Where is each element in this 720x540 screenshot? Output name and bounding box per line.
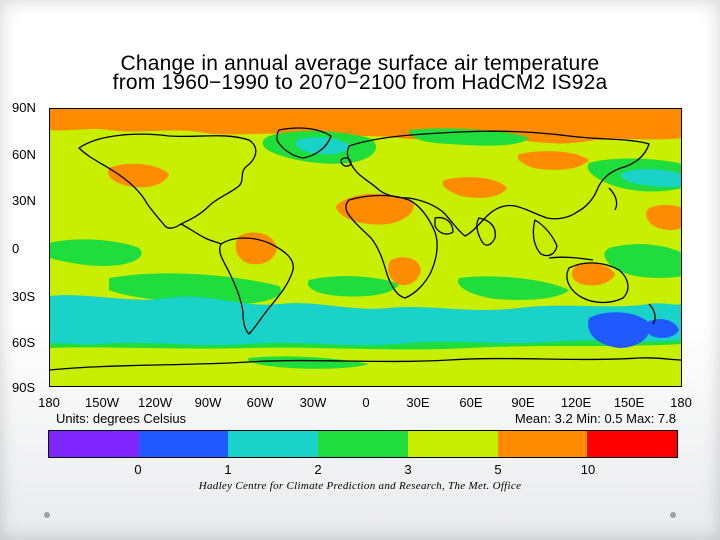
green-region-west-pacific	[604, 244, 682, 278]
green-region-south-atlantic	[307, 276, 399, 297]
legend-swatch-2	[228, 431, 319, 457]
coastline-greenland	[276, 127, 332, 159]
orange-region-sahara-middle-east	[336, 193, 414, 225]
lat-label-90n: 90N	[12, 100, 36, 115]
slide-bullet-left	[44, 512, 50, 518]
orange-region-australia	[571, 263, 615, 286]
coastline-north-america	[78, 133, 257, 229]
color-legend-bar	[48, 430, 678, 458]
map-title-line-1: Change in annual average surface air tem…	[120, 52, 600, 75]
lon-label-180e: 180	[670, 395, 692, 410]
blue-region-ross-sea	[588, 312, 650, 348]
lat-label-90s: 90S	[12, 380, 36, 395]
orange-region-central-asia	[442, 177, 507, 198]
coastlines	[49, 127, 682, 371]
lon-label-30w: 30W	[299, 395, 327, 410]
legend-swatch-6	[587, 431, 678, 457]
cyan-region-north-pacific	[621, 168, 682, 187]
lat-label-0: 0	[12, 241, 20, 256]
southern-ocean-cyan-band	[49, 295, 682, 346]
legend-swatch-1	[138, 431, 229, 457]
orange-region-southern-africa	[388, 257, 421, 286]
legend-tick-5: 5	[494, 462, 502, 477]
credit-line: Hadley Centre for Climate Prediction and…	[198, 480, 522, 492]
lon-label-150e: 150E	[613, 395, 645, 410]
slide-bullet-right	[670, 512, 676, 518]
legend-swatch-0	[49, 431, 139, 457]
orange-region-east-asia	[517, 151, 589, 170]
coastline-japan	[608, 187, 618, 211]
coastline-australia	[566, 262, 629, 304]
lat-label-60n: 60N	[12, 147, 36, 162]
coastline-indonesia	[548, 256, 594, 261]
lon-label-150w: 150W	[85, 395, 119, 410]
coastline-africa	[345, 194, 438, 299]
green-region-south-pacific	[109, 273, 281, 305]
lon-label-60w: 60W	[246, 395, 274, 410]
legend-swatch-4	[407, 431, 498, 457]
arctic-warming-band	[49, 108, 682, 144]
map-frame	[49, 108, 682, 387]
legend-tick-1: 1	[224, 462, 232, 477]
legend-tick-3: 3	[404, 462, 412, 477]
legend-tick-0: 0	[134, 462, 142, 477]
lat-label-60s: 60S	[12, 335, 36, 350]
lat-label-30n: 30N	[12, 193, 36, 208]
map-title-line-2: from 1960−1990 to 2070−2100 from HadCM2 …	[112, 71, 608, 94]
lon-label-120e: 120E	[560, 395, 592, 410]
coastline-central-america	[180, 223, 222, 245]
coastline-british-isles	[340, 157, 352, 167]
antarctic-green-region	[248, 356, 369, 369]
lon-label-0: 0	[362, 395, 370, 410]
legend-tick-10: 10	[580, 462, 596, 477]
orange-region-amazon	[235, 232, 277, 265]
lon-label-30e: 30E	[406, 395, 430, 410]
lon-label-90e: 90E	[511, 395, 535, 410]
coastline-new-zealand	[648, 303, 656, 325]
lon-label-180w: 180	[38, 395, 60, 410]
green-region-indian-ocean	[458, 276, 569, 300]
coastline-india	[476, 217, 496, 246]
coastline-south-america	[219, 237, 294, 335]
green-region-east-pacific	[49, 239, 142, 266]
lon-label-60e: 60E	[459, 395, 483, 410]
antarctic-band	[49, 352, 682, 387]
lat-label-30s: 30S	[12, 289, 36, 304]
legend-tick-2: 2	[314, 462, 322, 477]
legend-swatch-5	[497, 431, 588, 457]
cyan-region-north-atlantic	[295, 137, 351, 155]
orange-region-north-america	[107, 163, 169, 188]
lon-label-120w: 120W	[138, 395, 172, 410]
legend-swatch-3	[318, 431, 408, 457]
units-label: Units: degrees Celsius	[56, 411, 187, 426]
orange-region-eastern-pacific	[646, 204, 682, 231]
lon-label-90w: 90W	[194, 395, 222, 410]
coastline-arabia	[434, 216, 454, 235]
map-canvas	[49, 108, 682, 387]
stats-label: Mean: 3.2 Min: 0.5 Max: 7.8	[514, 411, 676, 426]
coastline-antarctica	[49, 357, 682, 371]
coastline-southeast-asia	[532, 219, 558, 257]
temperature-change-map	[49, 108, 682, 387]
